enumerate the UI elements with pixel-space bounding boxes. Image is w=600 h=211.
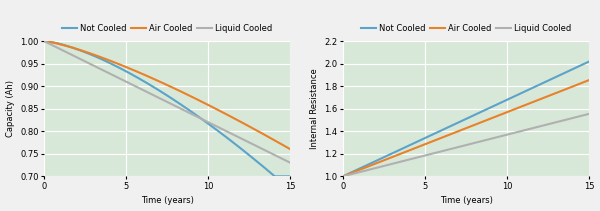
Air Cooled [340,175,347,178]
Not Cooled [41,40,48,42]
X-axis label: Time (years): Time (years) [440,196,493,206]
Liquid Cooled [340,175,347,178]
Liquid Cooled [159,98,166,101]
Not Cooled [586,60,593,63]
Not Cooled [187,110,194,112]
Air Cooled [473,123,480,126]
Line: Liquid Cooled: Liquid Cooled [44,41,290,163]
Liquid Cooled [458,145,465,147]
Liquid Cooled [486,138,493,140]
Line: Not Cooled: Not Cooled [44,41,290,176]
Not Cooled [580,63,587,65]
Not Cooled [174,101,181,103]
Line: Air Cooled: Air Cooled [44,41,290,149]
Air Cooled [158,81,165,84]
Not Cooled [287,175,294,178]
Air Cooled [486,118,493,120]
Legend: Not Cooled, Air Cooled, Liquid Cooled: Not Cooled, Air Cooled, Liquid Cooled [358,21,574,37]
Liquid Cooled [41,40,48,42]
Liquid Cooled [187,112,194,115]
Air Cooled [159,82,166,84]
Liquid Cooled [473,141,480,144]
Y-axis label: Capacity (Ah): Capacity (Ah) [5,80,14,137]
X-axis label: Time (years): Time (years) [141,196,194,206]
Line: Air Cooled: Air Cooled [343,80,589,176]
Liquid Cooled [287,162,294,164]
Air Cooled [187,95,194,97]
Not Cooled [456,120,463,123]
Liquid Cooled [580,114,587,117]
Air Cooled [287,148,294,151]
Not Cooled [242,151,250,154]
Line: Liquid Cooled: Liquid Cooled [343,114,589,176]
Y-axis label: Internal Resistance: Internal Resistance [310,68,319,149]
Air Cooled [174,89,181,91]
Air Cooled [456,129,463,132]
Not Cooled [281,175,289,178]
Air Cooled [541,96,548,99]
Not Cooled [458,120,465,122]
Liquid Cooled [174,106,181,108]
Liquid Cooled [456,145,463,148]
Not Cooled [158,91,165,93]
Legend: Not Cooled, Air Cooled, Liquid Cooled: Not Cooled, Air Cooled, Liquid Cooled [59,21,275,37]
Liquid Cooled [242,140,250,142]
Air Cooled [41,40,48,42]
Liquid Cooled [541,124,548,126]
Air Cooled [242,123,250,126]
Not Cooled [486,107,493,109]
Air Cooled [458,129,465,131]
Liquid Cooled [158,98,165,100]
Not Cooled [473,113,480,115]
Air Cooled [586,79,593,81]
Not Cooled [159,91,166,94]
Not Cooled [541,81,548,83]
Air Cooled [580,81,587,84]
Liquid Cooled [281,159,288,161]
Line: Not Cooled: Not Cooled [343,61,589,176]
Liquid Cooled [586,112,593,115]
Air Cooled [281,145,288,147]
Not Cooled [340,175,347,178]
Not Cooled [272,175,279,178]
